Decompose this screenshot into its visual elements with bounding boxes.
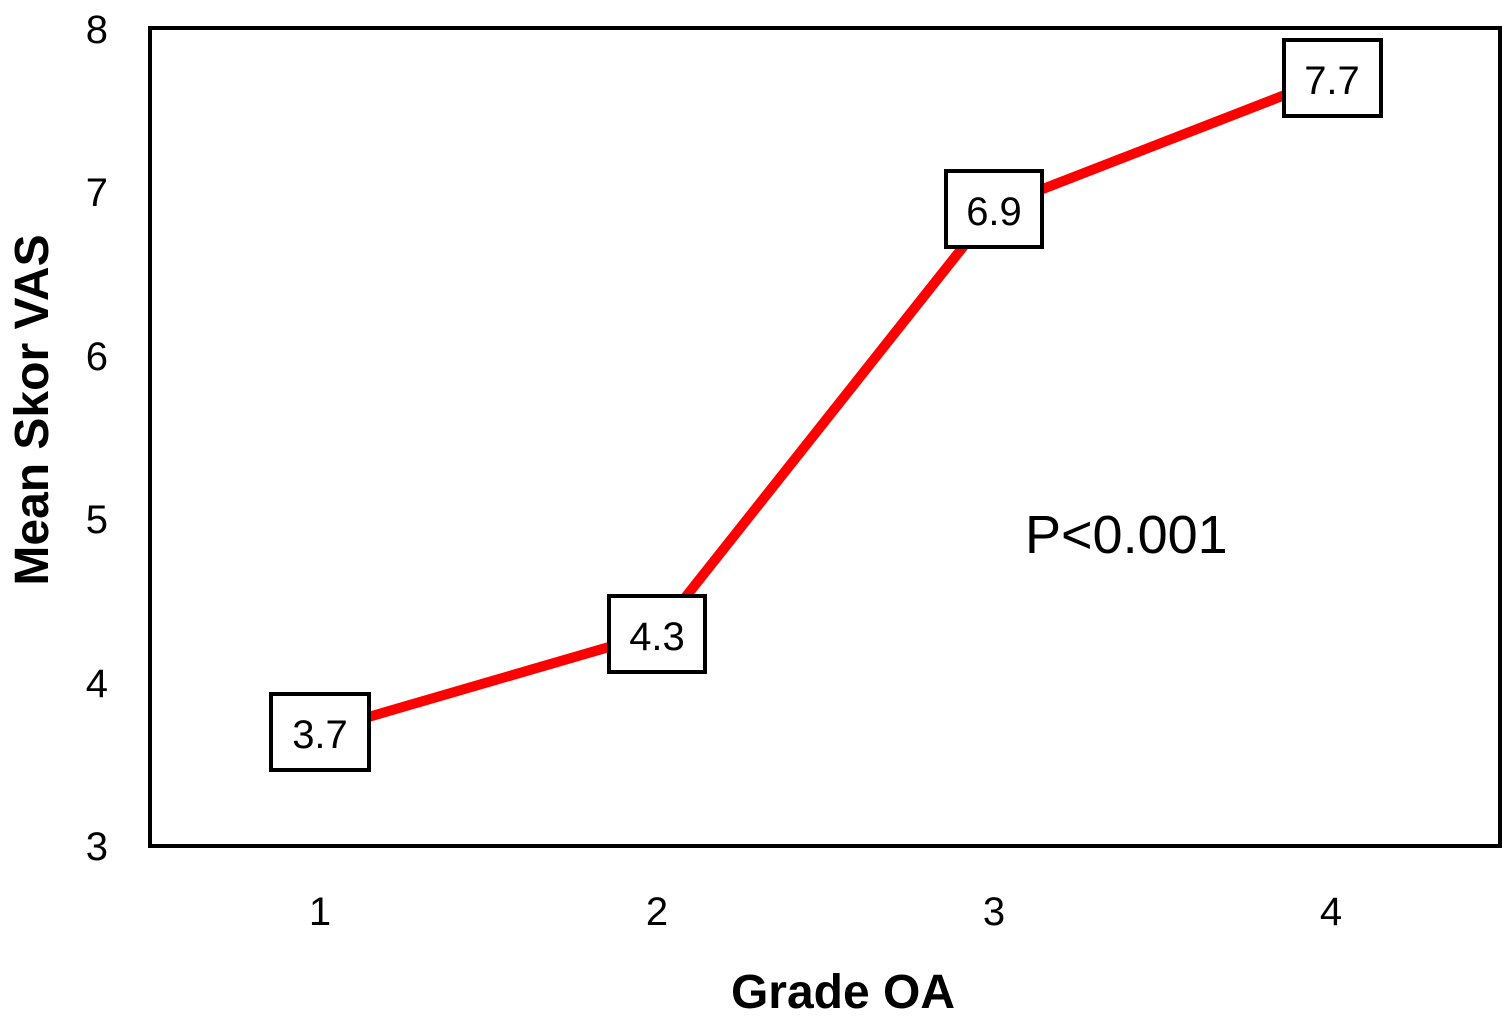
- x-tick-label: 2: [646, 890, 668, 934]
- plot-frame: [148, 26, 1502, 848]
- x-tick-label: 1: [309, 890, 331, 934]
- y-tick-label: 3: [86, 825, 108, 869]
- x-tick-label: 4: [1320, 890, 1342, 934]
- series-line: [318, 72, 1333, 736]
- data-label-box: [1282, 38, 1383, 118]
- data-label: 4.3: [629, 615, 685, 659]
- x-axis-title: Grade OA: [731, 966, 955, 1019]
- data-label-box: [607, 594, 707, 674]
- data-label-box: [269, 692, 371, 772]
- y-tick-label: 5: [86, 498, 108, 542]
- data-label-group: 3.7 4.3 6.9 7.7: [269, 38, 1383, 772]
- y-tick-label: 7: [86, 171, 108, 215]
- y-axis-title: Mean Skor VAS: [6, 234, 59, 585]
- x-axis-ticks: 1 2 3 4: [309, 890, 1342, 934]
- data-label-box: [944, 169, 1044, 249]
- p-value-annotation: P<0.001: [1025, 505, 1228, 565]
- y-axis-ticks: 3 4 5 6 7 8: [86, 8, 108, 869]
- x-tick-label: 3: [983, 890, 1005, 934]
- data-label: 3.7: [292, 713, 348, 757]
- y-tick-label: 6: [86, 335, 108, 379]
- data-label: 7.7: [1304, 59, 1360, 103]
- data-label: 6.9: [966, 190, 1022, 234]
- y-tick-label: 4: [86, 662, 108, 706]
- y-tick-label: 8: [86, 8, 108, 52]
